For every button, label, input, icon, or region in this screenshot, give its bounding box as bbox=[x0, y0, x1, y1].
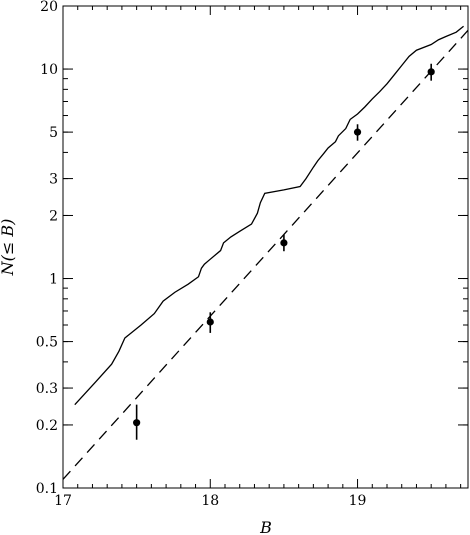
y-tick-label: 0.5 bbox=[36, 335, 58, 351]
x-tick-label: 18 bbox=[201, 493, 219, 509]
y-tick-label: 1 bbox=[49, 272, 58, 288]
data-point bbox=[280, 239, 288, 247]
y-tick-label: 20 bbox=[40, 0, 58, 15]
axis-ticks bbox=[62, 5, 468, 489]
data-point bbox=[353, 128, 362, 136]
tick-labels: 17 18 19 0.1 0.2 0.3 0.5 1 2 3 5 10 20 bbox=[36, 0, 367, 509]
plot-frame bbox=[62, 5, 469, 489]
y-tick-label: 3 bbox=[49, 172, 58, 188]
x-axis-label: B bbox=[259, 518, 272, 535]
y-tick-label: 2 bbox=[49, 208, 58, 224]
y-tick-label: 0.1 bbox=[36, 481, 58, 497]
series-layer bbox=[62, 25, 469, 480]
x-tick-label: 17 bbox=[54, 493, 72, 509]
y-tick-label: 0.2 bbox=[36, 418, 58, 434]
dashed-model-line bbox=[62, 29, 469, 480]
data-point bbox=[133, 419, 141, 427]
x-tick-label: 19 bbox=[349, 493, 367, 509]
y-tick-label: 10 bbox=[40, 62, 58, 78]
cumulative-counts-line bbox=[74, 25, 464, 406]
y-tick-label: 0.3 bbox=[36, 381, 58, 397]
data-point bbox=[206, 318, 214, 326]
y-axis-label: N(≤ B) bbox=[0, 219, 17, 277]
y-tick-label: 5 bbox=[49, 125, 58, 141]
data-point bbox=[427, 68, 435, 76]
